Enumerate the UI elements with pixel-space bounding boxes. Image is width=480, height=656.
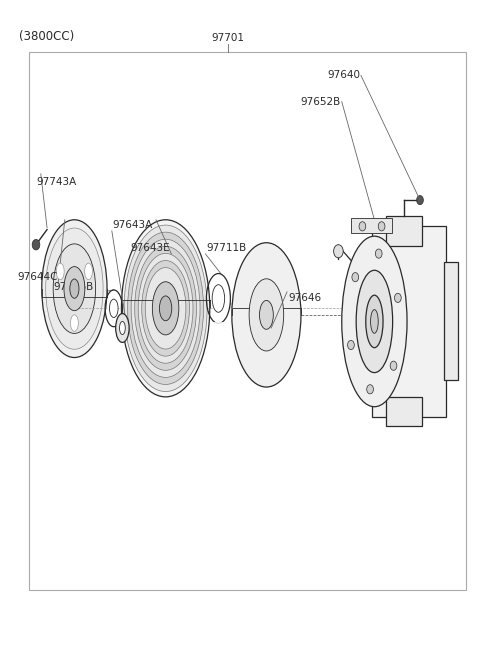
Text: 97643E: 97643E: [131, 243, 170, 253]
Ellipse shape: [109, 299, 118, 318]
Ellipse shape: [121, 220, 210, 397]
Text: 97646B: 97646B: [53, 282, 94, 292]
Ellipse shape: [334, 245, 343, 258]
Text: 97643A: 97643A: [113, 220, 153, 230]
Ellipse shape: [135, 246, 196, 370]
Text: 97646: 97646: [288, 293, 321, 304]
Ellipse shape: [131, 239, 200, 377]
Ellipse shape: [371, 310, 378, 333]
Ellipse shape: [260, 300, 273, 329]
Text: 97701: 97701: [212, 33, 244, 43]
Ellipse shape: [71, 315, 78, 331]
Ellipse shape: [395, 293, 401, 302]
Ellipse shape: [120, 321, 125, 335]
Ellipse shape: [378, 222, 385, 231]
Bar: [372, 226, 446, 417]
Bar: [444, 262, 458, 380]
Ellipse shape: [64, 266, 85, 311]
Ellipse shape: [116, 314, 129, 342]
Bar: [386, 216, 422, 246]
Ellipse shape: [42, 220, 107, 358]
Text: 97652B: 97652B: [300, 96, 341, 107]
Ellipse shape: [342, 236, 407, 407]
Ellipse shape: [366, 295, 383, 348]
Ellipse shape: [212, 285, 225, 312]
Ellipse shape: [152, 281, 179, 335]
Ellipse shape: [390, 361, 397, 370]
Ellipse shape: [375, 249, 382, 258]
Ellipse shape: [142, 260, 190, 356]
Ellipse shape: [124, 225, 207, 392]
Ellipse shape: [32, 239, 40, 250]
Ellipse shape: [159, 296, 172, 321]
Text: 97640: 97640: [327, 70, 360, 81]
Ellipse shape: [348, 340, 354, 350]
Ellipse shape: [56, 263, 64, 279]
Ellipse shape: [359, 222, 366, 231]
Bar: [351, 218, 392, 233]
Ellipse shape: [53, 244, 96, 333]
Ellipse shape: [70, 279, 79, 298]
Text: (3800CC): (3800CC): [19, 30, 74, 43]
Ellipse shape: [46, 228, 103, 349]
Bar: [386, 397, 422, 426]
Bar: [29, 52, 466, 590]
Ellipse shape: [249, 279, 284, 351]
Ellipse shape: [138, 253, 193, 363]
Ellipse shape: [128, 232, 204, 384]
Text: 97711B: 97711B: [206, 243, 247, 253]
Ellipse shape: [145, 268, 186, 349]
Text: 97644C: 97644C: [17, 272, 58, 282]
Ellipse shape: [417, 195, 423, 205]
Ellipse shape: [352, 273, 359, 282]
Ellipse shape: [367, 384, 373, 394]
Text: 97743A: 97743A: [36, 177, 76, 187]
Ellipse shape: [84, 263, 93, 279]
Ellipse shape: [356, 270, 393, 373]
Ellipse shape: [232, 243, 301, 387]
